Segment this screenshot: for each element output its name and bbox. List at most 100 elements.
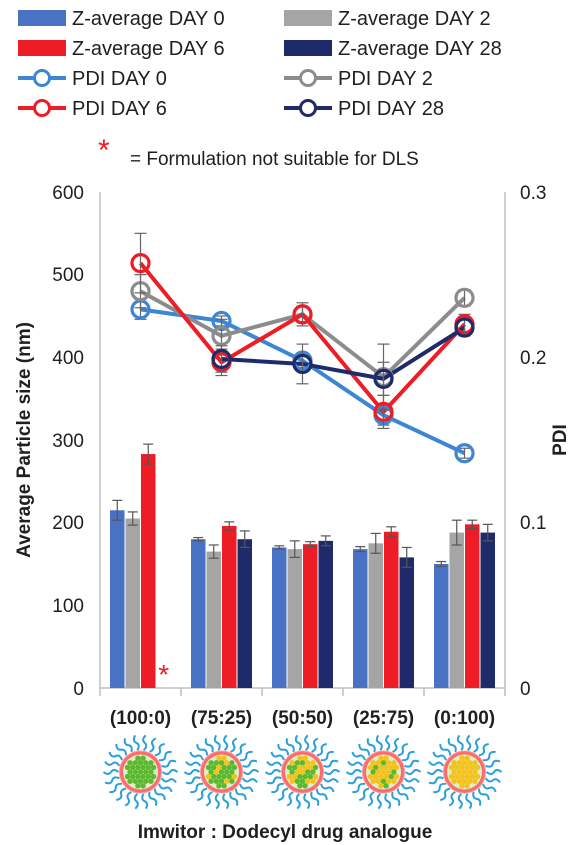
bar [303, 544, 318, 688]
legend-swatch-zavg-day0 [18, 10, 66, 26]
legend-swatch-pdi-day6 [18, 99, 66, 117]
pdi-error-bar [296, 343, 309, 385]
category-label: (50:50) [272, 708, 333, 729]
category-label: (100:0) [110, 708, 171, 729]
legend-swatch-pdi-day0 [18, 69, 66, 87]
bar [141, 454, 156, 688]
category-label: (0:100) [434, 708, 495, 729]
bar [318, 540, 333, 688]
bar-error-bar [355, 546, 366, 553]
bar-error-bar [143, 443, 154, 465]
bar-error-bar [467, 519, 478, 530]
bar [368, 543, 383, 688]
bar [206, 551, 221, 688]
bar-error-bar [224, 521, 235, 531]
bar [399, 557, 414, 688]
bar-error-bar [401, 546, 412, 568]
pdi-point [130, 252, 151, 274]
pdi-point [454, 317, 475, 338]
y2-tick-0: 0 [520, 679, 531, 700]
micelle-icon [426, 734, 503, 810]
bar-error-bar [289, 540, 300, 558]
micelle-icon [183, 734, 260, 810]
bar-error-bar [305, 541, 316, 548]
pdi-error-bar [458, 447, 471, 459]
bar [191, 539, 206, 688]
y2-tick-0.2: 0.2 [520, 348, 546, 369]
pdi-line [221, 325, 466, 381]
bar-error-bar [386, 526, 397, 538]
pdi-point [292, 353, 313, 375]
bar [272, 547, 287, 688]
legend-label-zavg-day0: Z-average DAY 0 [72, 8, 225, 30]
legend-label-pdi-day28: PDI DAY 28 [338, 98, 444, 120]
legend-label-pdi-day0: PDI DAY 0 [72, 68, 167, 90]
legend-swatch-pdi-day2 [284, 69, 332, 87]
bar [287, 549, 302, 688]
bar-error-bar [112, 499, 123, 521]
bar-error-bar [193, 536, 204, 542]
legend-label-pdi-day6: PDI DAY 6 [72, 98, 167, 120]
legend-swatch-zavg-day28 [284, 40, 332, 56]
y2-tick-0.1: 0.1 [520, 513, 546, 534]
legend: Z-average DAY 0 Z-average DAY 2 Z-averag… [18, 8, 502, 120]
axes [99, 192, 506, 696]
bar-error-bar [436, 560, 447, 568]
pdi-error-bar [377, 361, 390, 396]
legend-label-pdi-day2: PDI DAY 2 [338, 68, 433, 90]
y-axis-title: Average Particle size (nm) [14, 322, 35, 558]
legend-label-zavg-day6: Z-average DAY 6 [72, 38, 225, 60]
y-tick-300: 300 [52, 431, 84, 452]
legend-swatch-pdi-day28 [284, 99, 332, 117]
x-axis-title: Imwitor : Dodecyl drug analogue [138, 822, 433, 843]
note-asterisk: * [98, 134, 110, 167]
bar [222, 525, 237, 688]
micelle-illustrations [102, 734, 503, 810]
pdi-point [373, 368, 394, 389]
legend-label-zavg-day2: Z-average DAY 2 [338, 8, 491, 30]
legend-swatch-zavg-day2 [284, 10, 332, 26]
category-label: (25:75) [353, 708, 414, 729]
bar [449, 532, 464, 688]
bar-error-bar [320, 535, 331, 547]
bars-layer: * [110, 443, 495, 690]
micelle-icon [102, 734, 179, 810]
bar [384, 531, 399, 688]
note-text: = Formulation not suitable for DLS [130, 149, 419, 170]
pdi-point [292, 304, 313, 325]
bar-error-bar [208, 544, 219, 559]
lines-layer [130, 232, 475, 464]
y-tick-200: 200 [52, 513, 84, 534]
y-tick-100: 100 [52, 596, 84, 617]
bar [434, 564, 449, 688]
bar-error-bar [451, 519, 462, 546]
bar [125, 518, 140, 688]
y-tick-0: 0 [73, 679, 84, 700]
y2-tick-0.3: 0.3 [520, 183, 546, 204]
bar-error-bar [370, 532, 381, 554]
category-labels: (100:0) (75:25) (50:50) (25:75) (0:100) [110, 708, 495, 729]
pdi-point [373, 401, 394, 422]
bar [480, 532, 495, 688]
y-tick-400: 400 [52, 348, 84, 369]
bar-error-bar [482, 523, 493, 542]
y-tick-600: 600 [52, 183, 84, 204]
category-label: (75:25) [191, 708, 252, 729]
micelle-icon [264, 734, 341, 810]
pdi-point [454, 287, 475, 308]
y-tick-500: 500 [52, 265, 84, 286]
bar-error-bar [274, 545, 285, 550]
bar-error-bar [127, 511, 138, 526]
bar-error-bar [239, 530, 250, 549]
micelle-icon [345, 734, 422, 810]
pdi-error-bar [134, 232, 147, 294]
y2-axis-title: PDI [550, 424, 570, 456]
pdi-point [454, 443, 475, 464]
legend-swatch-zavg-day6 [18, 40, 66, 56]
missing-data-asterisk: * [158, 659, 169, 690]
legend-label-zavg-day28: Z-average DAY 28 [338, 38, 502, 60]
bar [237, 539, 252, 688]
bar [465, 524, 480, 688]
pdi-line [138, 261, 466, 414]
pdi-point [211, 348, 232, 370]
